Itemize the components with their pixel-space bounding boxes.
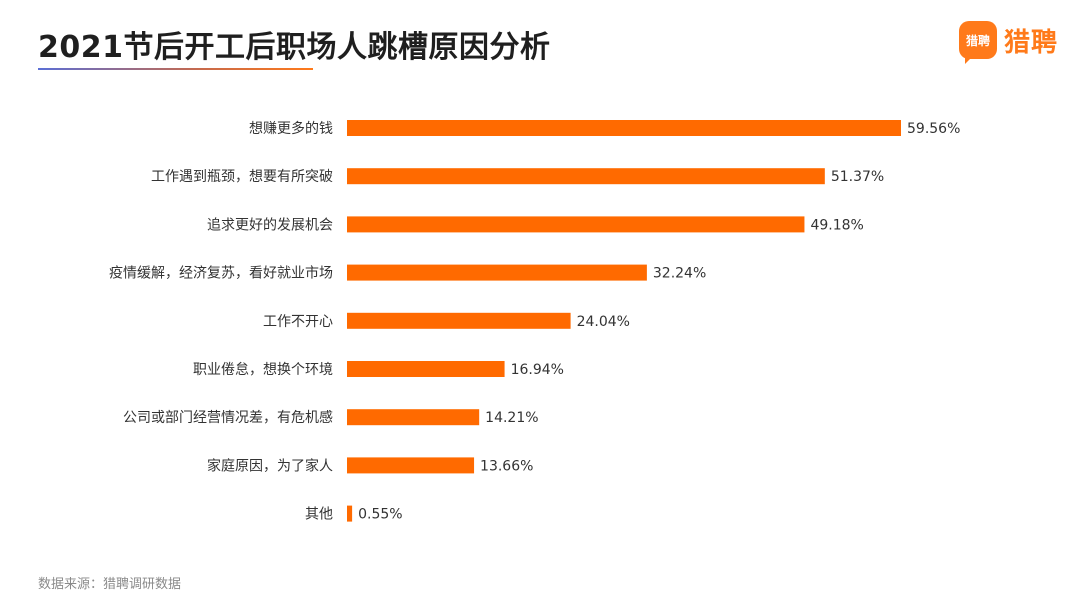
value-label: 16.94% — [511, 362, 564, 378]
value-label: 51.37% — [831, 169, 884, 185]
value-label: 14.21% — [485, 410, 538, 426]
bar — [347, 361, 505, 377]
bar — [347, 168, 825, 185]
value-label: 24.04% — [577, 314, 630, 330]
liepin-logo-icon: 猎聘 — [958, 21, 997, 64]
category-label: 疫情缓解，经济复苏，看好就业市场 — [109, 265, 333, 282]
bar — [347, 409, 480, 426]
category-label: 想赚更多的钱 — [249, 120, 333, 137]
value-label: 0.55% — [358, 507, 402, 523]
bar — [347, 216, 805, 233]
value-label: 13.66% — [480, 458, 533, 474]
category-label: 追求更好的发展机会 — [207, 217, 333, 233]
category-label: 家庭原因，为了家人 — [207, 457, 333, 474]
category-label: 公司或部门经营情况差，有危机感 — [123, 409, 333, 426]
category-label: 其他 — [305, 507, 333, 523]
page-title: 2021节后开工后职场人跳槽原因分析 — [38, 30, 551, 65]
brand-name: 猎聘 — [1003, 27, 1058, 58]
category-label: 工作不开心 — [263, 314, 333, 330]
title-underline — [38, 68, 313, 70]
bar — [347, 120, 901, 136]
value-label: 32.24% — [653, 266, 706, 282]
bar — [347, 505, 353, 522]
bar — [347, 264, 647, 281]
data-source: 数据来源：猎聘调研数据 — [38, 577, 182, 592]
category-label: 工作遇到瓶颈，想要有所突破 — [151, 169, 333, 185]
value-label: 49.18% — [810, 217, 863, 233]
bar — [347, 312, 571, 329]
value-label: 59.56% — [907, 121, 960, 137]
category-label: 职业倦怠，想换个环境 — [193, 361, 333, 378]
bar — [347, 457, 475, 474]
brand-logo: 猎聘 猎聘 — [958, 21, 1058, 64]
